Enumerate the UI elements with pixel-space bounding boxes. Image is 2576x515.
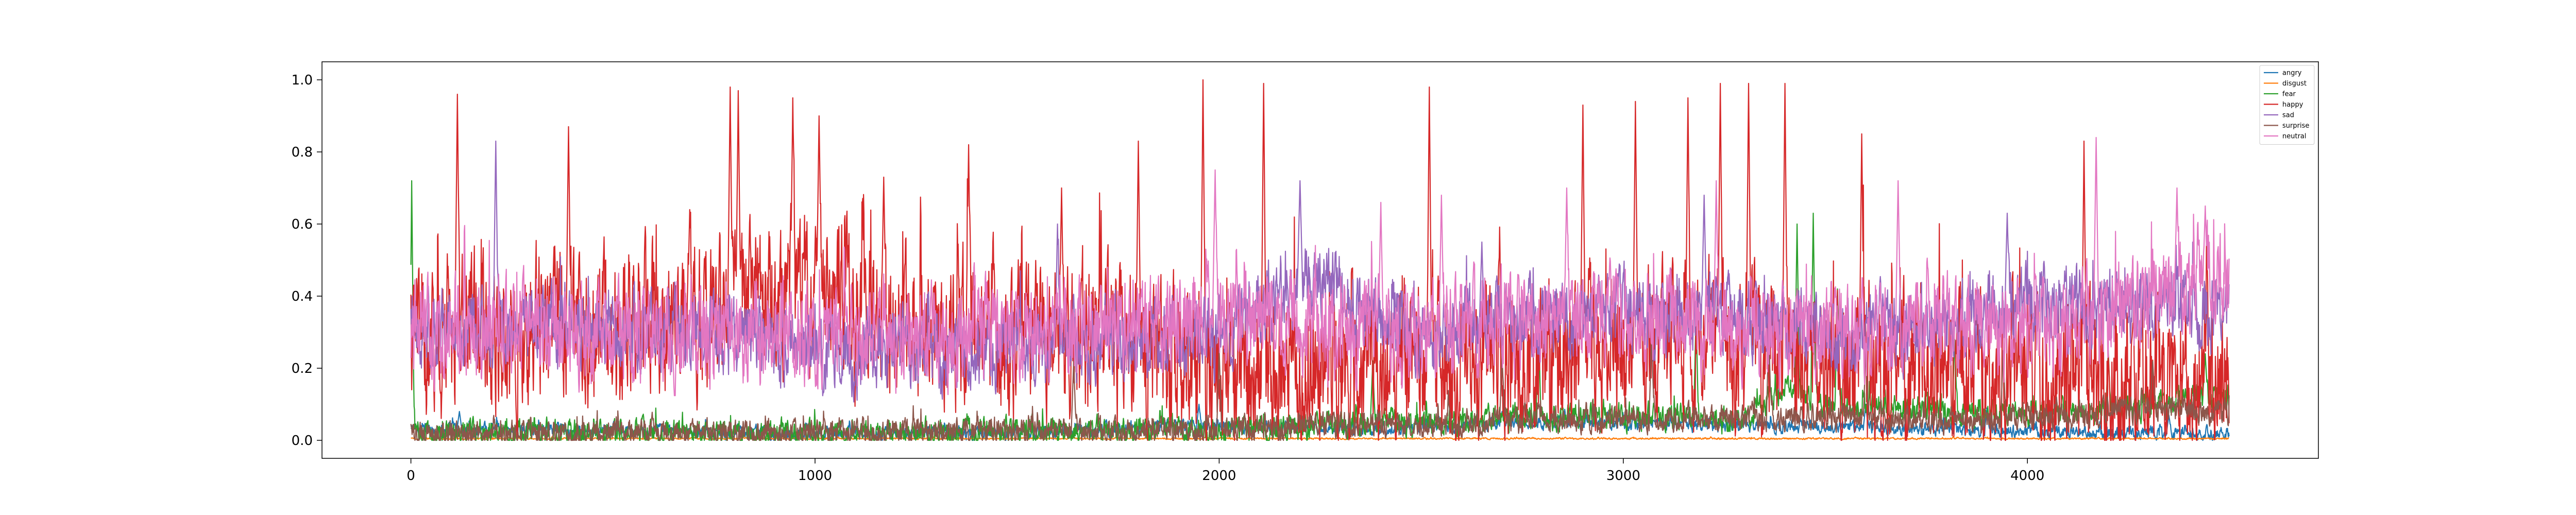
legend-label-sad: sad xyxy=(2282,112,2294,119)
legend-label-happy: happy xyxy=(2282,101,2303,109)
legend: angry disgust fear happy sad surprise neutral xyxy=(2259,65,2315,145)
legend-label-disgust: disgust xyxy=(2282,80,2307,88)
legend-label-neutral: neutral xyxy=(2282,133,2307,141)
x-tick-label: 2000 xyxy=(1202,468,1236,484)
series-line-surprise xyxy=(410,331,2230,441)
legend-label-surprise: surprise xyxy=(2282,122,2309,130)
plot-lines xyxy=(410,79,2230,441)
y-tick-label: 0.8 xyxy=(292,145,313,160)
axes-frame xyxy=(321,61,2319,459)
y-axis: 0.0 0.2 0.4 0.6 0.8 1.0 xyxy=(292,73,322,449)
legend-label-fear: fear xyxy=(2282,91,2296,98)
series-line-neutral xyxy=(410,136,2230,397)
legend-box xyxy=(2259,65,2315,145)
y-tick-label: 0.4 xyxy=(292,289,313,304)
series-line-happy xyxy=(410,79,2230,441)
x-tick-label: 4000 xyxy=(2010,468,2044,484)
x-tick-label: 1000 xyxy=(798,468,832,484)
y-tick-label: 0.2 xyxy=(292,361,313,376)
x-tick-label: 0 xyxy=(406,468,415,484)
y-tick-label: 1.0 xyxy=(292,73,313,88)
y-tick-label: 0.0 xyxy=(292,433,313,449)
x-tick-label: 3000 xyxy=(1606,468,1640,484)
y-tick-label: 0.6 xyxy=(292,217,313,232)
legend-label-angry: angry xyxy=(2282,70,2302,77)
x-axis: 0 1000 2000 3000 4000 xyxy=(406,458,2044,484)
